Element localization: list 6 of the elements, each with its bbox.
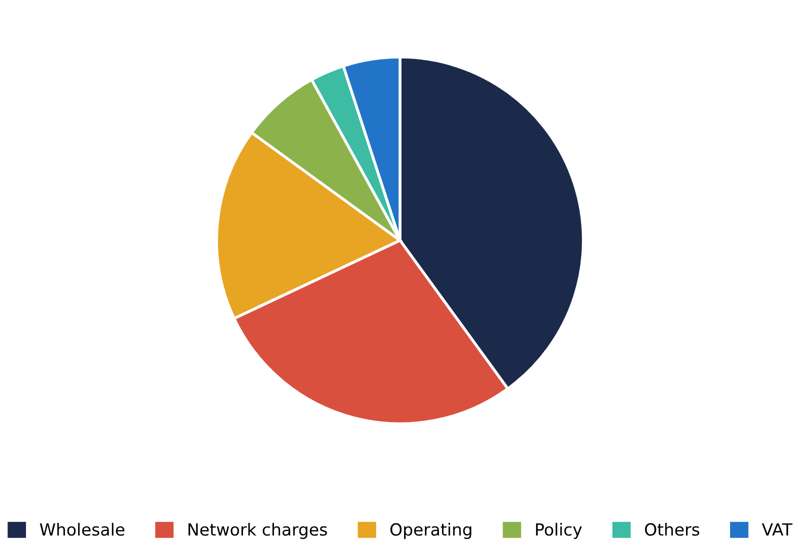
legend-label: VAT — [762, 523, 792, 536]
legend-label: Wholesale — [40, 522, 124, 536]
legend-label: Policy — [536, 522, 582, 539]
legend-label: Others — [644, 522, 700, 536]
legend-label: Operating — [390, 522, 472, 539]
legend-label: Network charges — [188, 522, 327, 539]
